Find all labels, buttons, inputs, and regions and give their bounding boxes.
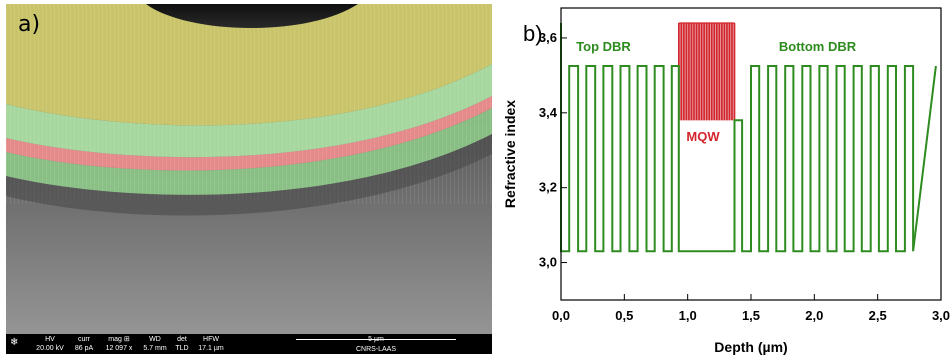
info-field-hv: HV 20.00 kV [32,335,68,353]
info-key: mag ⊞ [108,336,130,343]
info-field-wd: WD 5.7 mm [140,335,170,353]
info-value: 12 097 x [105,345,133,352]
annotation-mqw: MQW [686,129,720,144]
chart-svg: b) Depth (µm) Refractive index Top DBR M… [502,7,950,355]
scale-bar-line [296,339,456,340]
x-axis-label: Depth (µm) [714,339,787,355]
sem-micrograph [6,4,492,354]
panel-label-a: a) [18,12,41,37]
pillar-hole [146,4,358,29]
x-tick-label: 2,5 [869,308,887,323]
x-tick-label: 1,0 [679,308,697,323]
info-key: det [177,336,187,343]
x-tick-label: 1,5 [742,308,760,323]
panel-label-b: b) [523,21,543,46]
info-key: HFW [203,336,219,343]
y-tick-label: 3,0 [539,255,557,270]
y-tick-label: 3,4 [539,105,558,120]
sem-image [6,4,492,354]
annotation-top-dbr: Top DBR [576,39,631,54]
sem-info-bar: ❄ HV 20.00 kV curr 86 pA mag ⊞ 12 097 x … [6,334,492,354]
ring-shadow [6,134,492,216]
info-value: 20.00 kV [36,345,64,352]
index-profile-line [560,23,937,253]
info-key: curr [77,336,91,343]
x-tick-label: 3,0 [932,308,950,323]
lab-name: CNRS-LAAS [355,346,397,353]
info-value: 86 pA [74,345,94,352]
refractive-index-chart: b) Depth (µm) Refractive index Top DBR M… [495,0,951,357]
info-field-curr: curr 86 pA [70,335,98,353]
y-tick-label: 3,6 [539,30,557,45]
info-key: WD [149,336,161,343]
info-value: 17.1 µm [198,345,224,352]
info-field-mag: mag ⊞ 12 097 x [100,335,138,353]
x-tick-label: 0,0 [552,308,570,323]
annotation-bottom-dbr: Bottom DBR [779,39,857,54]
y-tick-label: 3,2 [539,180,557,195]
y-axis-label: Refractive index [502,100,518,208]
x-tick-label: 0,5 [615,308,633,323]
info-field-hfw: HFW 17.1 µm [194,335,228,353]
info-value: 5.7 mm [143,345,167,352]
x-tick-label: 2,0 [805,308,823,323]
info-value: TLD [175,345,189,352]
info-field-det: det TLD [172,335,192,353]
info-key: HV [45,336,55,343]
snowflake-icon: ❄ [10,337,19,348]
